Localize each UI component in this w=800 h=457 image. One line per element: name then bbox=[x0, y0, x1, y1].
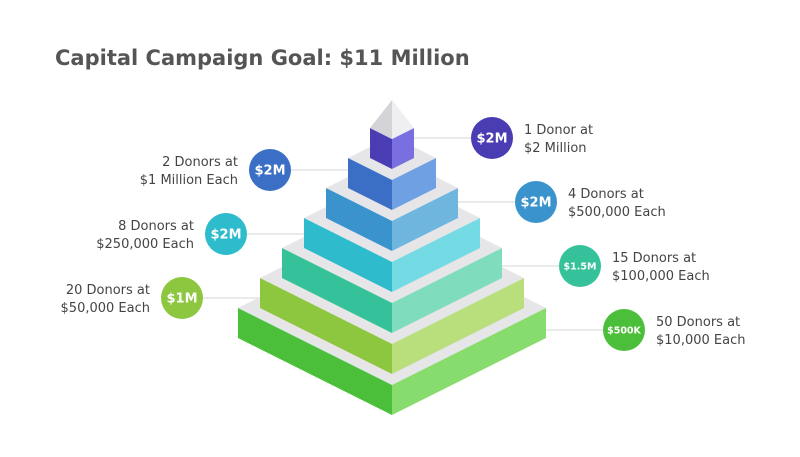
step-left bbox=[282, 248, 392, 333]
tier-label: $10,000 Each bbox=[656, 333, 745, 348]
step-right bbox=[392, 218, 480, 292]
spire-left bbox=[370, 100, 392, 139]
title: Capital Campaign Goal: $11 Million bbox=[55, 46, 470, 70]
step-left bbox=[326, 188, 392, 251]
step-right bbox=[392, 128, 414, 169]
tier-label: 4 Donors at bbox=[568, 187, 644, 202]
step-right bbox=[392, 308, 546, 415]
step-right bbox=[392, 188, 458, 251]
badge-text: $2M bbox=[254, 164, 285, 179]
step-left bbox=[238, 308, 392, 415]
tier-label: 8 Donors at bbox=[118, 219, 194, 234]
badge-text: $1.5M bbox=[564, 262, 597, 273]
spire-right bbox=[392, 100, 414, 139]
step-left bbox=[370, 128, 392, 169]
tier-label: $1 Million Each bbox=[140, 173, 238, 188]
step-right bbox=[392, 278, 524, 374]
badge-circle bbox=[603, 309, 645, 351]
badge-circle bbox=[515, 181, 557, 223]
tier-label: 50 Donors at bbox=[656, 315, 740, 330]
tier-label: $50,000 Each bbox=[61, 301, 150, 316]
step-right bbox=[392, 248, 502, 333]
badge-text: $2M bbox=[210, 228, 241, 243]
badge-circle bbox=[205, 213, 247, 255]
step-right bbox=[392, 158, 436, 210]
badge-circle bbox=[249, 149, 291, 191]
tier-label: 15 Donors at bbox=[612, 251, 696, 266]
tier-label: $250,000 Each bbox=[96, 237, 194, 252]
step-left bbox=[348, 158, 392, 210]
tier-label: 20 Donors at bbox=[66, 283, 150, 298]
tier-label: $2 Million bbox=[524, 141, 587, 156]
tier-label: $100,000 Each bbox=[612, 269, 710, 284]
badge-circle bbox=[161, 277, 203, 319]
badge-text: $2M bbox=[520, 196, 551, 211]
step-left bbox=[260, 278, 392, 374]
step-left bbox=[304, 218, 392, 292]
badge-text: $1M bbox=[166, 292, 197, 307]
badge-text: $500K bbox=[607, 326, 641, 337]
badge-text: $2M bbox=[476, 132, 507, 147]
tier-label: $500,000 Each bbox=[568, 205, 666, 220]
tier-label: 2 Donors at bbox=[162, 155, 238, 170]
badge-circle bbox=[559, 245, 601, 287]
badge-circle bbox=[471, 117, 513, 159]
tier-label: 1 Donor at bbox=[524, 123, 593, 138]
